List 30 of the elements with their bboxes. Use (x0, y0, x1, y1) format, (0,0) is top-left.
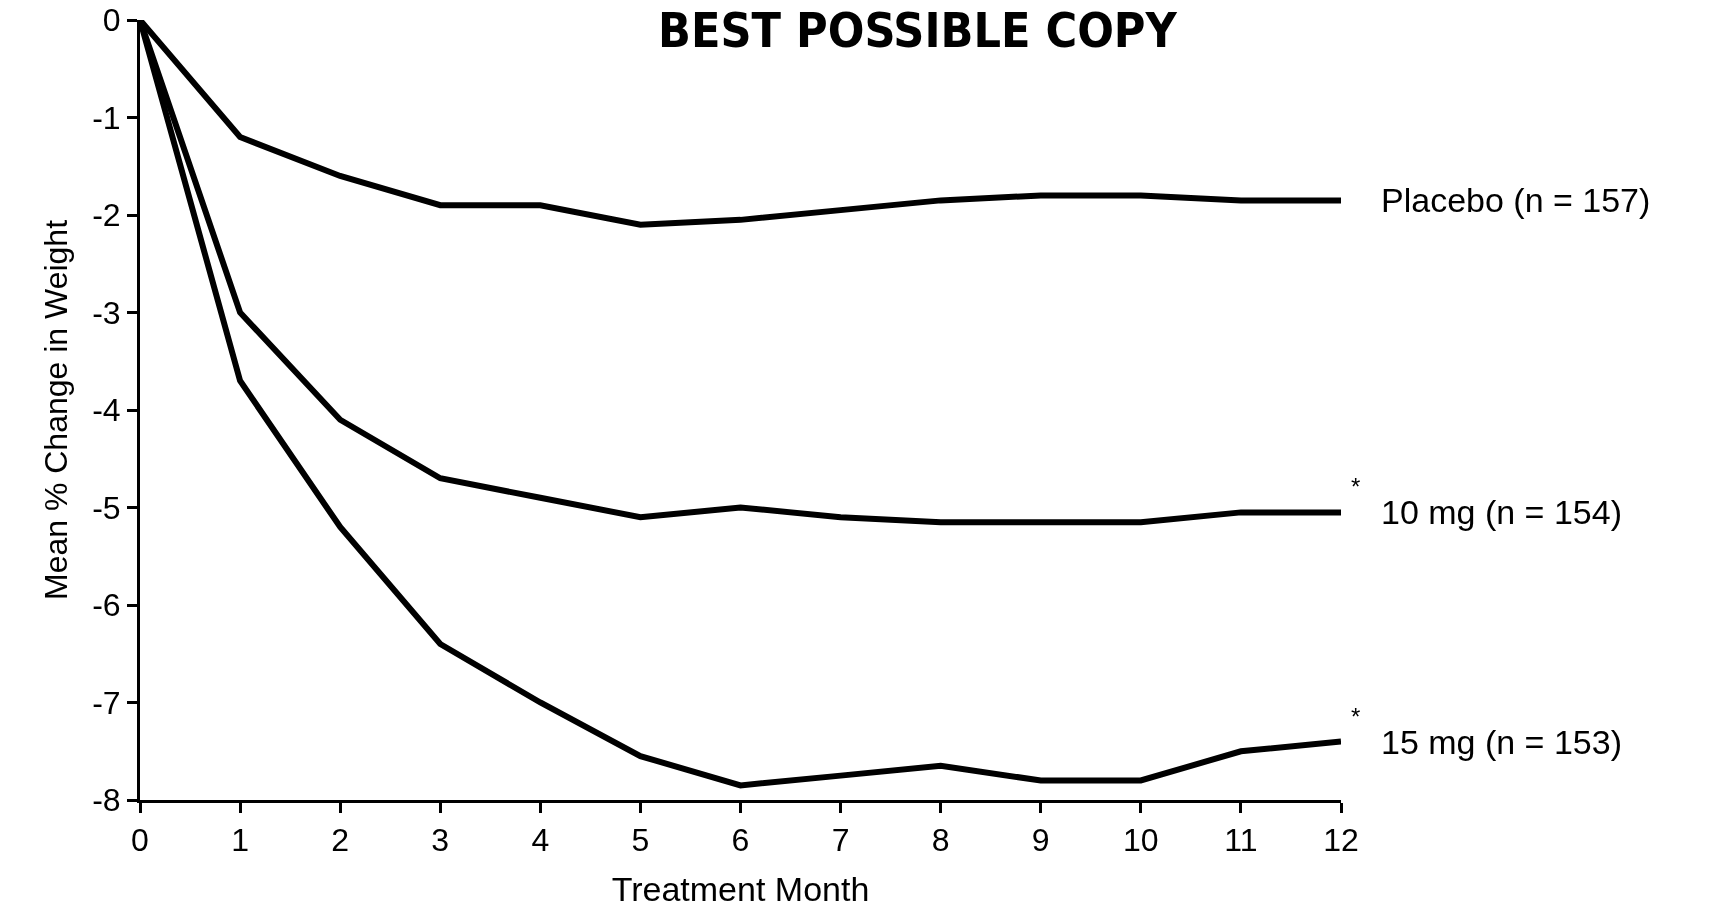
chart-title: BEST POSSIBLE COPY (658, 2, 1178, 59)
series-label: 15 mg (n = 153) (1381, 723, 1622, 761)
x-tick-label: 10 (1123, 822, 1159, 859)
y-axis-title: Mean % Change in Weight (38, 219, 75, 601)
x-tick-label: 7 (831, 822, 850, 859)
x-tick-label: 11 (1224, 822, 1258, 859)
y-tick-label: -3 (92, 294, 121, 331)
x-axis-title: Treatment Month (611, 869, 870, 908)
y-tick-label: -2 (92, 197, 121, 234)
y-tick-label: -1 (92, 99, 121, 136)
annotation: * (1351, 703, 1361, 730)
y-tick-label: -5 (92, 489, 121, 526)
y-tick-label: -8 (92, 782, 121, 819)
y-tick-label: -6 (92, 587, 121, 624)
y-tick-label: -7 (92, 684, 121, 721)
x-tick-label: 9 (1031, 822, 1050, 859)
x-tick-label: 0 (131, 822, 149, 859)
x-tick-label: 8 (931, 822, 950, 859)
y-tick-label: 0 (102, 2, 121, 39)
x-tick-label: 5 (631, 822, 650, 859)
x-tick-label: 1 (231, 822, 249, 859)
x-tick-label: 6 (731, 822, 750, 859)
x-tick-label: 2 (331, 822, 350, 859)
x-tick-label: 3 (431, 822, 450, 859)
x-tick-label: 4 (531, 822, 550, 859)
x-tick-label: 12 (1323, 822, 1359, 859)
annotation: * (1351, 473, 1361, 500)
y-tick-label: -4 (92, 392, 121, 429)
series-label: 10 mg (n = 154) (1381, 493, 1622, 531)
series-label: Placebo (n = 157) (1381, 181, 1651, 219)
